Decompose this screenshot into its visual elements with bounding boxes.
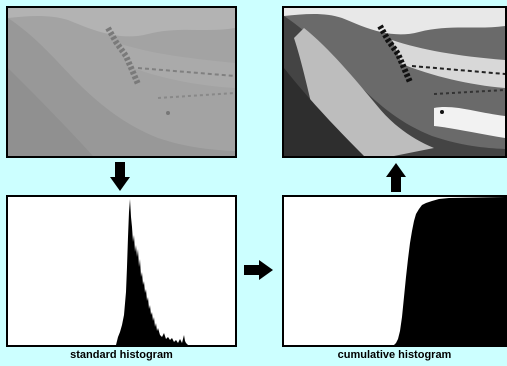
standard-histogram-bars	[116, 199, 188, 345]
original-photo	[6, 6, 237, 158]
cumulative-histogram-caption: cumulative histogram	[337, 349, 452, 361]
cumulative-histogram-area	[394, 197, 505, 345]
equalized-photo-image	[284, 8, 505, 156]
original-photo-image	[8, 8, 235, 156]
standard-histogram-caption: standard histogram	[70, 349, 173, 361]
cumulative-histogram-plot	[282, 195, 507, 347]
standard-histogram-plot	[6, 195, 237, 347]
standard-histogram-graphic	[116, 199, 188, 345]
equalized-photo	[282, 6, 507, 158]
arrow-right-icon	[244, 260, 273, 280]
arrow-down-icon	[110, 162, 130, 191]
cumulative-histogram-graphic	[394, 197, 505, 345]
arrow-up-icon	[386, 163, 406, 192]
